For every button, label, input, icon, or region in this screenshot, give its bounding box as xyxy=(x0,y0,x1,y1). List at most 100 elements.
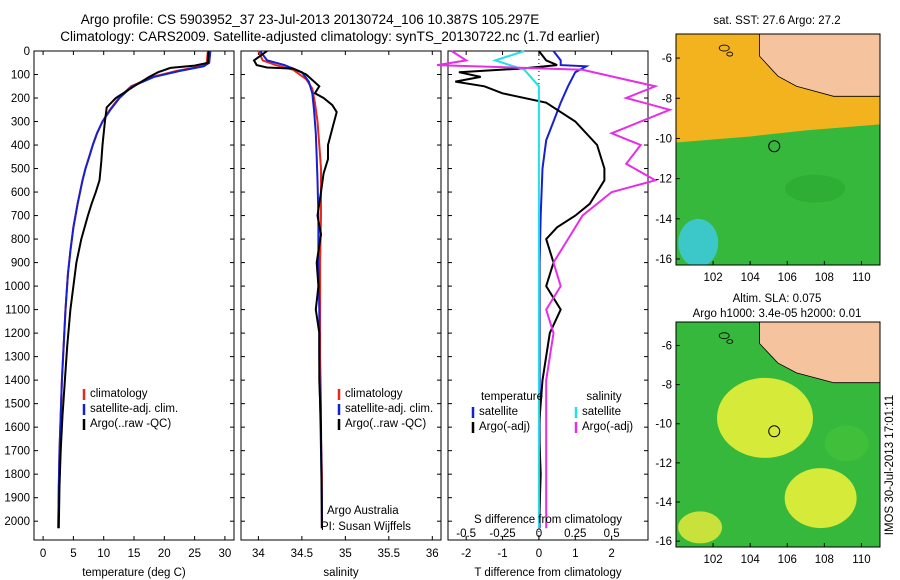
salinity-legend-label-2: Argo(..raw -QC) xyxy=(345,418,426,430)
difference-legend-left-label-1: Argo(-adj) xyxy=(479,421,530,433)
temperature-panel: 0 5 10 15 20 25 30 temperature (deg C) 0 100 200 30… xyxy=(4,46,235,579)
sla_map-frame xyxy=(675,321,881,548)
temperature-ytick-label-16: 1600 xyxy=(4,422,30,434)
difference-series-2 xyxy=(492,50,540,529)
temperature-series-1 xyxy=(57,50,212,529)
temperature-ytick-label-20: 2000 xyxy=(4,516,30,528)
difference-series-3 xyxy=(436,50,673,529)
sst_map-ytick-label-1: -8 xyxy=(662,93,672,105)
sla_map-xtick-label-2: 106 xyxy=(778,554,797,566)
temperature-ytick-label-11: 1100 xyxy=(5,305,30,317)
temperature-ytick-label-9: 900 xyxy=(11,258,30,270)
temperature-legend-label-2: Argo(..raw -QC) xyxy=(90,418,171,430)
figure-title-line1: Argo profile: CS 5903952_37 23-Jul-2013 … xyxy=(81,12,540,27)
sla_map-xtick-label-0: 102 xyxy=(703,554,722,566)
sst_map-ytick-label-4: -14 xyxy=(655,214,672,226)
salinity-xtick-label-3: 35.5 xyxy=(378,548,400,560)
sst_map-ytick-label-0: -6 xyxy=(662,53,672,65)
sst_map-ytick-label-2: -10 xyxy=(655,133,672,145)
sla_map-island-2 xyxy=(726,339,734,344)
sst_map-xtick-label-3: 108 xyxy=(815,272,834,284)
difference-legend-header-salinity: salinity xyxy=(586,391,621,403)
temperature-xlabel: temperature (deg C) xyxy=(82,567,186,579)
temperature-ytick-label-14: 1400 xyxy=(4,375,30,387)
temperature-ytick-label-17: 1700 xyxy=(4,446,30,458)
difference-xtick-label-1: -1 xyxy=(497,548,507,560)
temperature-xtick-label-0: 0 xyxy=(40,548,46,560)
salinity-series-2 xyxy=(252,50,338,529)
temperature-axes-box xyxy=(33,50,235,541)
temperature-ytick-label-7: 700 xyxy=(11,211,30,223)
sla-map-panel: Altim. SLA: 0.075 Argo h1000: 3.4e-05 h20… xyxy=(655,293,881,566)
sst_map-field xyxy=(676,34,880,265)
salinity-xtick-label-4: 36 xyxy=(426,548,439,560)
difference-xlabel: T difference from climatology xyxy=(474,567,621,579)
sst-map-title: sat. SST: 27.6 Argo: 27.2 xyxy=(713,15,840,27)
temperature-legend-label-0: climatology xyxy=(90,388,148,400)
salinity-legend-label-0: climatology xyxy=(345,388,403,400)
difference-s-tick-label-1: -0.25 xyxy=(489,528,515,540)
difference-xtick-label-2: 0 xyxy=(536,548,542,560)
difference-legend-left-label-0: satellite xyxy=(479,406,518,418)
temperature-ytick-label-4: 400 xyxy=(11,140,30,152)
sst-cool-spot xyxy=(678,218,719,265)
sst-green-patch xyxy=(785,174,846,203)
sla_map-island-1 xyxy=(718,332,730,340)
sst-map-panel: sat. SST: 27.6 Argo: 27.2 102 104 106 108 110… xyxy=(655,15,881,284)
temperature-ytick-label-10: 1000 xyxy=(4,281,30,293)
temperature-ytick-label-18: 1800 xyxy=(4,469,30,481)
sst_map-frame xyxy=(675,33,881,266)
sla_map-ytick-label-5: -16 xyxy=(655,536,672,548)
temperature-ytick-label-13: 1300 xyxy=(4,352,30,364)
figure-title-line2: Climatology: CARS2009. Satellite-adjuste… xyxy=(60,29,600,44)
salinity-xtick-label-1: 34.5 xyxy=(291,548,313,560)
sla-high-3 xyxy=(678,511,723,544)
difference-legend-header-temperature: temperature xyxy=(481,391,543,403)
salinity-legend-label-1: satellite-adj. clim. xyxy=(345,403,433,415)
salinity-xlabel: salinity xyxy=(323,567,358,579)
sla-map-title: Altim. SLA: 0.075 xyxy=(733,293,822,305)
temperature-xtick-label-2: 10 xyxy=(97,548,110,560)
sla_map-argo-marker xyxy=(768,425,781,438)
sla_map-field xyxy=(676,322,880,547)
salinity-xtick-label-2: 35 xyxy=(339,548,352,560)
difference-xtick-label-3: 1 xyxy=(572,548,578,560)
salinity-axes-box xyxy=(240,50,442,541)
difference-s-tick-label-4: 0.5 xyxy=(604,528,620,540)
difference-s-tick-label-0: -0.5 xyxy=(456,528,476,540)
salinity-xtick-label-0: 34 xyxy=(252,548,265,560)
temperature-ytick-label-3: 300 xyxy=(11,117,30,129)
difference-legend-right-label-0: satellite xyxy=(582,406,621,418)
difference-xtick-label-4: 2 xyxy=(608,548,614,560)
temperature-xtick-label-6: 30 xyxy=(219,548,232,560)
sla_map-xtick-label-1: 104 xyxy=(741,554,761,566)
sla-high-2 xyxy=(784,468,857,529)
temperature-legend-label-1: satellite-adj. clim. xyxy=(90,403,178,415)
sla-high-1 xyxy=(717,377,814,458)
salinity-annotation-line1: Argo Australia xyxy=(327,505,399,517)
sla-map-subtitle: Argo h1000: 3.4e-05 h2000: 0.01 xyxy=(693,308,862,320)
temperature-xtick-label-3: 15 xyxy=(128,548,141,560)
difference-xtick-label-0: -2 xyxy=(461,548,471,560)
temperature-ytick-label-1: 100 xyxy=(11,70,30,82)
salinity-panel: 34 34.5 35 35.5 36 salinity climatology satelli… xyxy=(240,50,442,579)
sla-low-1 xyxy=(824,425,869,462)
sst_map-xtick-label-4: 110 xyxy=(852,272,870,284)
difference-s-axis-label: S difference from climatology xyxy=(474,514,622,526)
sla_map-ytick-label-0: -6 xyxy=(662,340,672,352)
sst_map-ytick-label-3: -12 xyxy=(655,174,672,186)
difference-legend-right-label-1: Argo(-adj) xyxy=(582,421,633,433)
difference-s-tick-label-2: 0 xyxy=(536,528,542,540)
difference-axes-box xyxy=(447,50,649,541)
timestamp-label: IMOS 30-Jul-2013 17:01:11 xyxy=(884,395,896,535)
sst_map-ytick-label-5: -16 xyxy=(655,254,672,266)
sst_map-land xyxy=(759,34,880,97)
salinity-annotation-line2: PI: Susan Wijffels xyxy=(321,521,411,533)
sst_map-island-1 xyxy=(718,44,730,52)
difference-panel: -2 -1 0 1 2T difference from climatology-0.5… xyxy=(436,50,673,579)
temperature-ytick-label-2: 200 xyxy=(11,93,30,105)
sla_map-ytick-label-1: -8 xyxy=(662,380,672,392)
temperature-ytick-label-6: 600 xyxy=(11,187,30,199)
temperature-xtick-label-1: 5 xyxy=(70,548,76,560)
sla_map-xtick-label-3: 108 xyxy=(815,554,834,566)
